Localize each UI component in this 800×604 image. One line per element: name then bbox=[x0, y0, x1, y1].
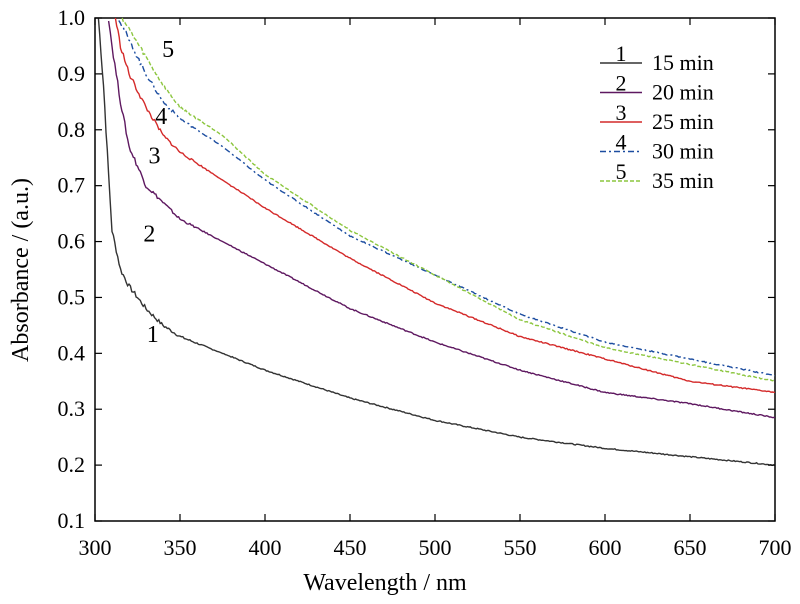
y-tick-label: 0.2 bbox=[58, 452, 86, 477]
series-line-1 bbox=[97, 18, 776, 467]
x-axis-title: Wavelength / nm bbox=[303, 570, 467, 596]
legend-label: 20 min bbox=[652, 80, 714, 105]
x-tick-label: 650 bbox=[674, 535, 707, 560]
legend-number: 4 bbox=[616, 130, 627, 155]
y-axis-title: Absorbance / (a.u.) bbox=[8, 178, 34, 362]
curve-label: 4 bbox=[155, 104, 167, 130]
curve-label-layer: 1 2 3 4 5 bbox=[143, 37, 174, 348]
y-tick-label: 0.6 bbox=[58, 229, 86, 254]
x-tick-label: 400 bbox=[249, 535, 282, 560]
series-line-3 bbox=[114, 17, 776, 394]
y-tick-label: 0.8 bbox=[58, 117, 86, 142]
curve-label: 3 bbox=[149, 143, 161, 169]
y-tick-label: 0.7 bbox=[58, 173, 86, 198]
legend: 1 15 min 2 20 min 3 25 min 4 30 min 5 35 min bbox=[600, 41, 714, 193]
x-tick-label: 450 bbox=[334, 535, 367, 560]
series-layer bbox=[97, 17, 776, 467]
x-tick-label: 300 bbox=[79, 535, 112, 560]
x-tick-label: 700 bbox=[759, 535, 792, 560]
y-tick-label: 0.3 bbox=[58, 396, 86, 421]
x-tick-label: 500 bbox=[419, 535, 452, 560]
legend-number: 1 bbox=[616, 41, 627, 66]
y-tick-label: 0.5 bbox=[58, 284, 86, 309]
x-tick-label: 600 bbox=[589, 535, 622, 560]
x-tick-label: 350 bbox=[164, 535, 197, 560]
y-tick-label: 0.9 bbox=[58, 61, 86, 86]
y-tick-label: 1.0 bbox=[58, 5, 86, 30]
curve-label: 2 bbox=[143, 222, 155, 248]
legend-label: 30 min bbox=[652, 139, 714, 164]
legend-label: 25 min bbox=[652, 109, 714, 134]
x-tick-label: 550 bbox=[504, 535, 537, 560]
legend-number: 5 bbox=[616, 159, 627, 184]
curve-label: 1 bbox=[147, 322, 159, 348]
y-tick-label: 0.4 bbox=[58, 340, 86, 365]
series-line-5 bbox=[121, 17, 776, 382]
legend-number: 2 bbox=[616, 71, 627, 96]
legend-label: 35 min bbox=[652, 168, 714, 193]
series-line-2 bbox=[107, 20, 776, 419]
ticks-layer: 300 350 400 450 500 550 600 650 700 0.1 0.2 0.3 0.4 0… bbox=[58, 5, 792, 560]
legend-label: 15 min bbox=[652, 50, 714, 75]
y-tick-label: 0.1 bbox=[58, 508, 86, 533]
curve-label: 5 bbox=[162, 37, 174, 63]
legend-number: 3 bbox=[616, 100, 627, 125]
